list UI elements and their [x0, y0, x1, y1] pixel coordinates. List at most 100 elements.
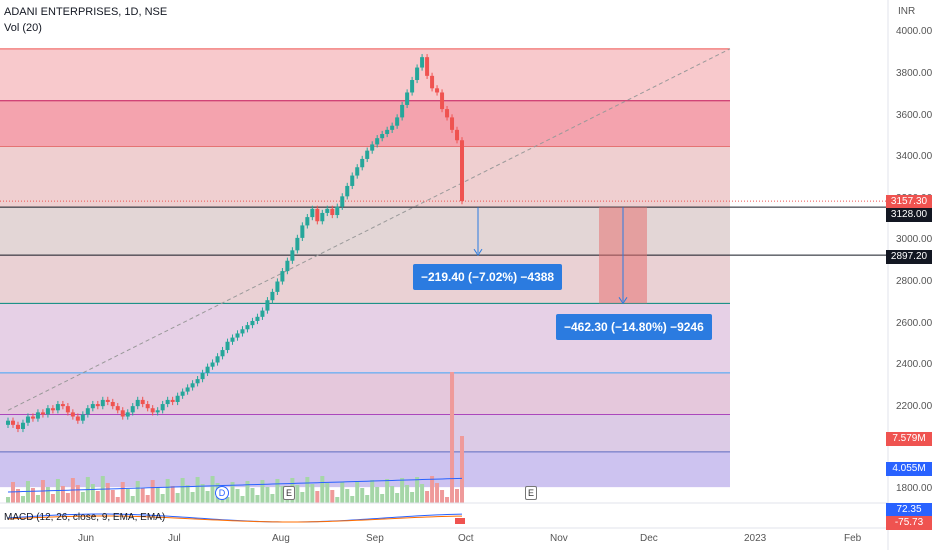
volume-bar: [135, 481, 140, 503]
price-tick-label: 2200.00: [896, 401, 932, 412]
measurement-label[interactable]: −219.40 (−7.02%) −4388: [413, 264, 563, 290]
volume-bar: [440, 490, 445, 503]
dividend-event-icon[interactable]: D: [215, 486, 229, 500]
candle: [80, 414, 85, 421]
volume-bar: [125, 489, 130, 503]
volume-bar: [155, 487, 160, 503]
price-tick-label: 1800.00: [896, 483, 932, 494]
candle: [415, 67, 420, 81]
candle: [245, 325, 250, 330]
volume-bar: [205, 491, 210, 503]
candle: [70, 412, 75, 417]
candle: [160, 404, 165, 411]
volume-bar: [255, 495, 260, 503]
candle: [295, 237, 300, 251]
candle: [95, 404, 100, 407]
candle: [85, 408, 90, 415]
volume-bar: [195, 477, 200, 503]
candle: [200, 372, 205, 380]
candle: [140, 399, 145, 405]
trend-line[interactable]: [7, 48, 731, 411]
volume-bar: [435, 483, 440, 503]
volume-bar: [430, 476, 435, 503]
volume-bar: [250, 488, 255, 503]
volume-bar: [80, 492, 85, 503]
volume-bar: [275, 479, 280, 503]
volume-bar: [395, 493, 400, 503]
volume-bar: [200, 484, 205, 503]
volume-bar: [190, 492, 195, 503]
volume-bar: [180, 478, 185, 503]
price-tick-label: 2600.00: [896, 318, 932, 329]
price-tick-label: 2800.00: [896, 276, 932, 287]
candle: [335, 206, 340, 216]
time-tick-label: Dec: [640, 533, 658, 544]
volume-bar: [305, 477, 310, 503]
volume-bar: [30, 488, 35, 503]
candle: [325, 208, 330, 213]
candle: [230, 337, 235, 342]
candle: [420, 57, 425, 68]
candle: [45, 408, 50, 415]
candle: [320, 212, 325, 222]
candle: [305, 217, 310, 226]
price-tick-label: 3600.00: [896, 110, 932, 121]
symbol-title: ADANI ENTERPRISES, 1D, NSE: [4, 6, 168, 18]
volume-bar: [420, 484, 425, 503]
measure-arrow-head: [473, 248, 483, 257]
candle: [10, 420, 15, 425]
measurement-label[interactable]: −462.30 (−14.80%) −9246: [556, 314, 712, 340]
volume-bar: [345, 489, 350, 503]
candle: [190, 383, 195, 388]
volume-bar: [390, 486, 395, 503]
candle: [100, 399, 105, 407]
candle: [410, 80, 415, 93]
candle: [120, 410, 125, 417]
candle: [130, 406, 135, 413]
candle: [50, 408, 55, 411]
volume-bar: [235, 489, 240, 503]
line-price-tag: 2897.20: [886, 250, 932, 264]
volume-bar: [120, 482, 125, 503]
volume-bar: [20, 496, 25, 503]
candle: [15, 424, 20, 429]
fib-zone: [0, 414, 730, 452]
earnings-event-icon[interactable]: E: [525, 486, 537, 500]
volume-bar: [455, 489, 460, 503]
volume-tag: 7.579M: [886, 432, 932, 446]
fib-zone: [0, 146, 730, 208]
candle: [440, 92, 445, 110]
volume-ma-line: [7, 477, 463, 493]
candle: [220, 350, 225, 357]
candle: [290, 250, 295, 261]
candle: [55, 404, 60, 411]
volume-bar: [315, 491, 320, 503]
volume-bar: [10, 482, 15, 503]
fib-zone: [0, 372, 730, 415]
volume-bar: [295, 485, 300, 503]
time-tick-label: Feb: [844, 533, 862, 544]
volume-bar: [265, 487, 270, 503]
price-tick-label: 2400.00: [896, 359, 932, 370]
candle: [360, 158, 365, 168]
earnings-event-icon[interactable]: E: [283, 486, 295, 500]
candle: [270, 291, 275, 301]
volume-bar: [370, 480, 375, 503]
candle: [445, 109, 450, 118]
candle: [255, 316, 260, 321]
volume-bar: [365, 495, 370, 503]
macd-indicator-label: MACD (12, 26, close, 9, EMA, EMA): [4, 512, 166, 523]
volume-bar: [75, 485, 80, 503]
volume-bar: [15, 489, 20, 503]
candle: [60, 404, 65, 407]
volume-bar: [410, 492, 415, 503]
candle: [260, 310, 265, 317]
candle: [430, 75, 435, 89]
volume-bar: [40, 480, 45, 503]
volume-bar: [325, 483, 330, 503]
time-tick-label: Aug: [272, 533, 290, 544]
volume-bar: [115, 497, 120, 503]
signal-tag: -75.73: [886, 516, 932, 530]
volume-bar: [460, 436, 464, 503]
candle: [390, 125, 395, 130]
